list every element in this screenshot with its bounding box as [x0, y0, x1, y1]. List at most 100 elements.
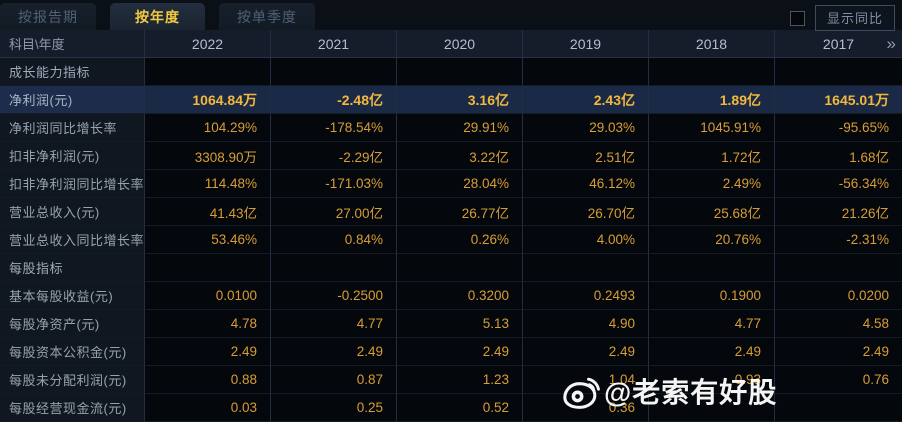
more-years-chevron-icon[interactable]: »	[886, 33, 896, 53]
cell-value	[397, 58, 523, 86]
cell-value: 1045.91%	[649, 114, 775, 142]
table-row[interactable]: 每股净资产(元) 4.78 4.77 5.13 4.90 4.77 4.58	[0, 310, 902, 338]
cell-value	[775, 58, 902, 86]
cell-value	[271, 58, 397, 86]
year-header-2020: 2020	[397, 30, 523, 58]
cell-value	[271, 254, 397, 282]
corner-header: 科目\年度	[0, 30, 145, 58]
cell-value: 114.48%	[145, 170, 271, 198]
cell-value: -2.48亿	[271, 86, 397, 114]
table-row[interactable]: 扣非净利润(元) 3308.90万 -2.29亿 3.22亿 2.51亿 1.72亿 1.6…	[0, 142, 902, 170]
row-label: 营业总收入(元)	[0, 198, 145, 226]
cell-value: 1.23	[397, 366, 523, 394]
table-header-row: 科目\年度 2022 2021 2020 2019 2018 2017 »	[0, 30, 902, 58]
table-row[interactable]: 每股未分配利润(元) 0.88 0.87 1.23 1.04 0.93 0.76	[0, 366, 902, 394]
cell-value: 21.26亿	[775, 198, 902, 226]
show-yoy-label[interactable]: 显示同比	[814, 5, 895, 31]
cell-value: 1.04	[523, 366, 649, 394]
cell-value: 25.68亿	[649, 198, 775, 226]
cell-value: 1064.84万	[145, 86, 271, 114]
cell-value: -0.2500	[271, 282, 397, 310]
cell-value: 2.49	[397, 338, 523, 366]
cell-value: 0.36	[523, 394, 649, 422]
table-row[interactable]: 净利润同比增长率 104.29% -178.54% 29.91% 29.03% 1045.…	[0, 114, 902, 142]
cell-value: 0.87	[271, 366, 397, 394]
table-row[interactable]: 净利润(元) 1064.84万 -2.48亿 3.16亿 2.43亿 1.89亿 1645.…	[0, 86, 902, 114]
cell-value	[397, 254, 523, 282]
cell-value	[145, 254, 271, 282]
year-header-2018: 2018	[649, 30, 775, 58]
table-row[interactable]: 营业总收入同比增长率 53.46% 0.84% 0.26% 4.00% 20.76% -2.…	[0, 226, 902, 254]
cell-value: 0.0200	[775, 282, 902, 310]
cell-value: -2.31%	[775, 226, 902, 254]
cell-value: 2.49%	[649, 170, 775, 198]
cell-value: 0.26%	[397, 226, 523, 254]
cell-value: 0.1900	[649, 282, 775, 310]
row-label: 每股指标	[0, 254, 145, 282]
cell-value: 0.3200	[397, 282, 523, 310]
cell-value: 0.84%	[271, 226, 397, 254]
cell-value: 0.76	[775, 366, 902, 394]
cell-value: 3.22亿	[397, 142, 523, 170]
row-label: 每股未分配利润(元)	[0, 366, 145, 394]
row-label: 基本每股收益(元)	[0, 282, 145, 310]
section-row: 成长能力指标	[0, 58, 902, 86]
row-label: 扣非净利润(元)	[0, 142, 145, 170]
cell-value	[145, 58, 271, 86]
row-label: 每股净资产(元)	[0, 310, 145, 338]
cell-value: 4.78	[145, 310, 271, 338]
year-header-2021: 2021	[271, 30, 397, 58]
tab-bar: 按报告期 按年度 按单季度 显示同比	[0, 0, 902, 31]
year-header-2017: 2017 »	[775, 30, 902, 58]
cell-value: -171.03%	[271, 170, 397, 198]
cell-value: 20.76%	[649, 226, 775, 254]
cell-value	[523, 254, 649, 282]
cell-value: 1.72亿	[649, 142, 775, 170]
cell-value	[775, 254, 902, 282]
row-label: 成长能力指标	[0, 58, 145, 86]
table-row[interactable]: 基本每股收益(元) 0.0100 -0.2500 0.3200 0.2493 0.1900…	[0, 282, 902, 310]
cell-value: 0.0100	[145, 282, 271, 310]
tab-annual[interactable]: 按年度	[110, 3, 205, 30]
cell-value: -95.65%	[775, 114, 902, 142]
cell-value: 41.43亿	[145, 198, 271, 226]
cell-value: 5.13	[397, 310, 523, 338]
financial-indicators-table: 科目\年度 2022 2021 2020 2019 2018 2017 » 成长…	[0, 30, 902, 422]
row-label: 每股经营现金流(元)	[0, 394, 145, 422]
cell-value: 29.03%	[523, 114, 649, 142]
cell-value: 3.16亿	[397, 86, 523, 114]
cell-value	[649, 58, 775, 86]
row-label: 营业总收入同比增长率	[0, 226, 145, 254]
table-row[interactable]: 每股资本公积金(元) 2.49 2.49 2.49 2.49 2.49 2.49	[0, 338, 902, 366]
cell-value: 0.88	[145, 366, 271, 394]
tab-quarterly[interactable]: 按单季度	[219, 3, 315, 30]
cell-value: 4.77	[649, 310, 775, 338]
cell-value: 1.89亿	[649, 86, 775, 114]
cell-value: 104.29%	[145, 114, 271, 142]
cell-value	[523, 58, 649, 86]
table-row[interactable]: 营业总收入(元) 41.43亿 27.00亿 26.77亿 26.70亿 25.68亿 21…	[0, 198, 902, 226]
table-row[interactable]: 扣非净利润同比增长率 114.48% -171.03% 28.04% 46.12% 2.4…	[0, 170, 902, 198]
year-header-2022: 2022	[145, 30, 271, 58]
show-yoy-checkbox[interactable]	[789, 10, 805, 26]
cell-value: 2.49	[145, 338, 271, 366]
cell-value: -56.34%	[775, 170, 902, 198]
row-label: 扣非净利润同比增长率	[0, 170, 145, 198]
cell-value: 28.04%	[397, 170, 523, 198]
cell-value: 29.91%	[397, 114, 523, 142]
cell-value: 26.77亿	[397, 198, 523, 226]
cell-value: 4.90	[523, 310, 649, 338]
tab-report-period[interactable]: 按报告期	[0, 3, 96, 30]
cell-value: 1.68亿	[775, 142, 902, 170]
cell-value: 26.70亿	[523, 198, 649, 226]
table-row[interactable]: 每股经营现金流(元) 0.03 0.25 0.52 0.36	[0, 394, 902, 422]
cell-value: 2.49	[523, 338, 649, 366]
cell-value: 3308.90万	[145, 142, 271, 170]
year-header-2017-label: 2017	[822, 35, 855, 52]
row-label: 净利润(元)	[0, 86, 145, 114]
cell-value: 0.25	[271, 394, 397, 422]
cell-value: 4.00%	[523, 226, 649, 254]
cell-value: 2.49	[775, 338, 902, 366]
cell-value: 46.12%	[523, 170, 649, 198]
row-label: 净利润同比增长率	[0, 114, 145, 142]
